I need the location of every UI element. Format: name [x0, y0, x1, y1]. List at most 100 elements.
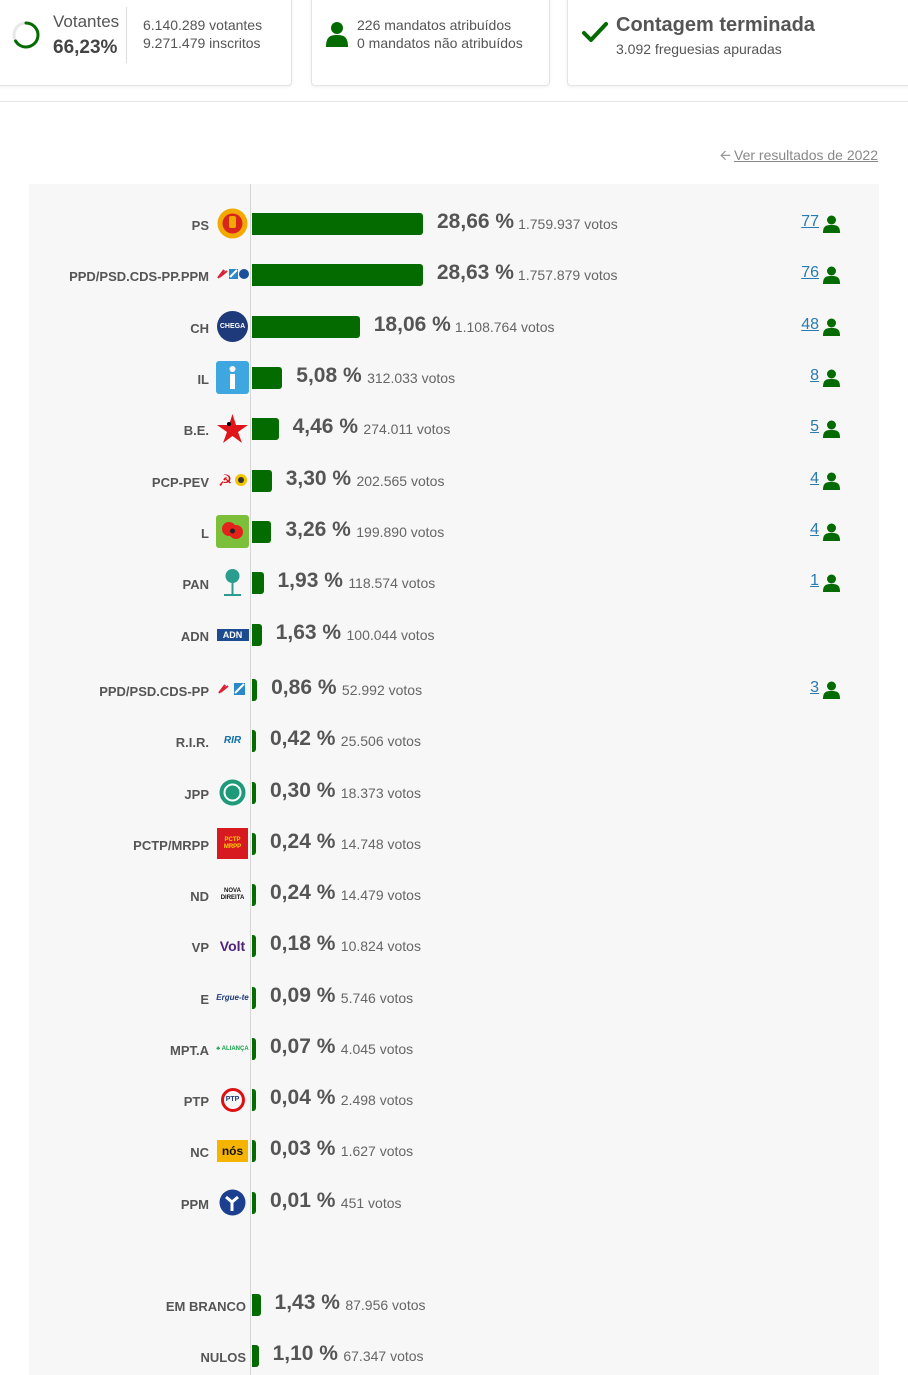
party-name: PTP — [183, 1094, 209, 1109]
person-icon — [823, 574, 840, 592]
percentage-label: 0,24 % — [270, 881, 336, 904]
result-bar — [252, 1140, 256, 1162]
ptp-logo: PTP — [216, 1083, 249, 1116]
ad-coalition-logo — [216, 258, 249, 291]
percentage-label: 1,10 % — [272, 1342, 338, 1365]
party-name: NULOS — [200, 1350, 247, 1365]
party-name: PS — [191, 218, 209, 233]
divider — [126, 7, 127, 63]
party-name: ND — [190, 889, 209, 904]
seats-link[interactable]: 48 — [801, 316, 819, 333]
votes-label: 14.479 votos — [340, 887, 421, 903]
count-status-title: Contagem terminada — [616, 14, 815, 36]
votes-label: 199.890 votos — [356, 524, 445, 540]
parishes-count: 3.092 freguesias apuradas — [616, 41, 782, 57]
result-bar — [252, 521, 272, 543]
result-bar — [252, 1192, 256, 1214]
result-bar — [252, 1038, 256, 1060]
result-bar — [252, 367, 283, 389]
votes-label: 312.033 votos — [367, 370, 456, 386]
result-row: ADN ADN 1,63 % 100.044 votos — [0, 615, 908, 655]
previous-results-link[interactable]: 🡨 Ver resultados de 2022 — [720, 145, 878, 169]
party-name: CH — [190, 321, 209, 336]
party-name: JPP — [184, 787, 209, 802]
percentage-label: 28,63 % — [436, 261, 514, 284]
percentage-label: 1,93 % — [277, 569, 343, 592]
result-bar — [252, 624, 262, 646]
party-name: L — [201, 526, 209, 541]
result-row: PPD/PSD.CDS-PP.PPM 28,63 % 1.757.879 votos… — [0, 255, 908, 295]
result-bar — [252, 782, 256, 804]
result-row: PCTP/MRPP PCTP MRPP 0,24 % 14.748 votos — [0, 824, 908, 864]
result-row: L 3,26 % 199.890 votos 4 — [0, 512, 908, 552]
person-icon — [823, 681, 840, 699]
votes-label: 4.045 votos — [340, 1041, 414, 1057]
party-name: PPD/PSD.CDS-PP.PPM — [69, 269, 209, 284]
person-icon — [823, 472, 840, 490]
result-bar — [252, 470, 272, 492]
result-bar — [252, 987, 256, 1009]
percentage-label: 0,07 % — [270, 1035, 336, 1058]
percentage-label: 0,04 % — [270, 1086, 336, 1109]
adn-logo: ADN — [216, 618, 249, 651]
party-name: PPD/PSD.CDS-PP — [99, 684, 209, 699]
percentage-label: 3,26 % — [285, 518, 351, 541]
seats-link[interactable]: 5 — [810, 418, 819, 435]
result-bar — [252, 264, 423, 286]
seats-link[interactable]: 4 — [810, 470, 819, 487]
votes-label: 14.748 votos — [340, 836, 421, 852]
volt-logo: Volt — [219, 937, 246, 954]
votes-label: 67.347 votos — [343, 1348, 424, 1364]
result-row: MPT.A ♣ ALIANÇA 0,07 % 4.045 votos — [0, 1029, 908, 1069]
percentage-label: 4,46 % — [292, 415, 358, 438]
votes-label: 1.757.879 votos — [517, 267, 618, 283]
chega-logo: CHEGA — [216, 310, 249, 343]
result-row: PS 28,66 % 1.759.937 votos 77 — [0, 204, 908, 244]
votes-label: 25.506 votos — [340, 733, 421, 749]
result-bar — [252, 935, 256, 957]
result-bar — [252, 679, 258, 701]
result-bar — [252, 833, 256, 855]
party-name: ADN — [180, 629, 209, 644]
result-bar — [252, 213, 423, 235]
registered-count: 9.271.479 inscritos — [143, 35, 261, 51]
person-icon — [823, 266, 840, 284]
pctp-logo: PCTP MRPP — [216, 827, 249, 860]
person-icon — [823, 420, 840, 438]
seats-link[interactable]: 1 — [810, 572, 819, 589]
seats-unassigned: 0 mandatos não atribuídos — [357, 35, 523, 51]
party-name: B.E. — [183, 423, 209, 438]
pan-tree-logo — [216, 566, 249, 599]
person-icon — [326, 22, 348, 47]
party-name: PCTP/MRPP — [133, 838, 209, 853]
seats-link[interactable]: 3 — [810, 679, 819, 696]
result-bar — [252, 316, 360, 338]
percentage-label: 18,06 % — [373, 313, 451, 336]
percentage-label: 0,09 % — [270, 984, 336, 1007]
ps-logo — [216, 207, 249, 240]
seats-link[interactable]: 4 — [810, 521, 819, 538]
party-name: IL — [197, 372, 209, 387]
percentage-label: 5,08 % — [296, 364, 362, 387]
seats-link[interactable]: 8 — [810, 367, 819, 384]
il-logo — [216, 361, 249, 394]
result-bar — [252, 1345, 259, 1367]
votes-label: 1.759.937 votos — [518, 216, 618, 232]
result-row: R.I.R. RIR 0,42 % 25.506 votos — [0, 721, 908, 761]
result-row: VP Volt 0,18 % 10.824 votos — [0, 926, 908, 966]
turnout-percentage: 66,23% — [53, 37, 118, 58]
result-row: E Ergue-te 0,09 % 5.746 votos — [0, 978, 908, 1018]
psd-cds-logo — [216, 673, 249, 706]
votes-label: 2.498 votos — [340, 1092, 414, 1108]
rir-logo: RIR — [223, 735, 242, 746]
percentage-label: 0,03 % — [270, 1137, 336, 1160]
nds-logo: nós — [216, 1134, 249, 1167]
person-icon — [823, 318, 840, 336]
seats-link[interactable]: 77 — [801, 213, 819, 230]
turnout-ring-icon — [12, 21, 40, 49]
party-name: R.I.R. — [175, 735, 209, 750]
seats-link[interactable]: 76 — [801, 264, 819, 281]
result-row: B.E. 4,46 % 274.011 votos 5 — [0, 409, 908, 449]
votes-label: 52.992 votos — [341, 682, 423, 698]
party-name: VP — [191, 940, 209, 955]
